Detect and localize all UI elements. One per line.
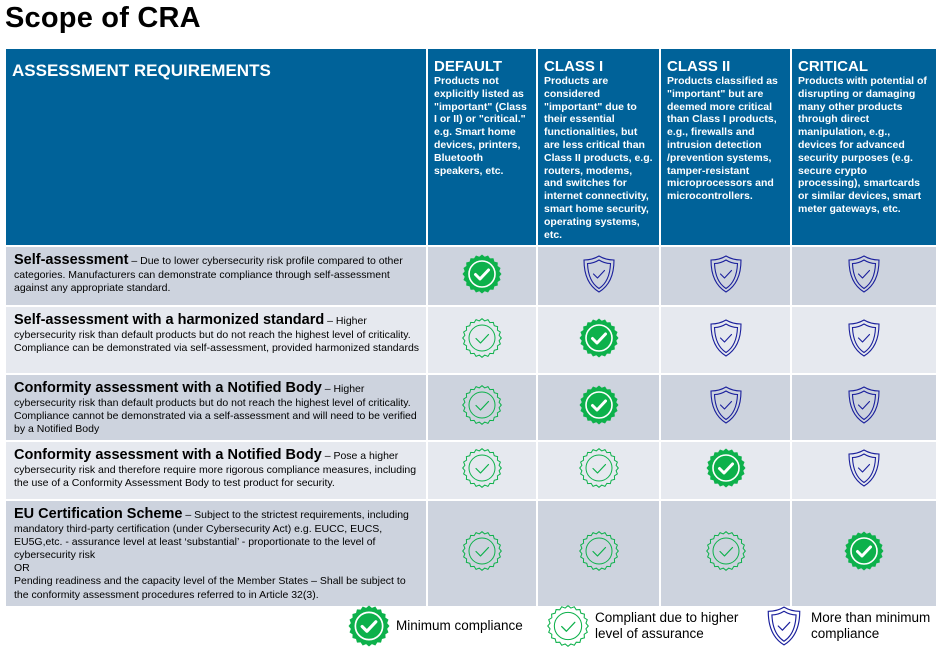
requirement-title: Self-assessment <box>14 252 129 269</box>
compliance-cell <box>426 305 538 376</box>
compliance-cell <box>536 245 661 308</box>
compliance-cell <box>659 499 792 609</box>
header-class-ii: CLASS II Products classified as "importan… <box>659 46 792 248</box>
outline-badge-check-icon <box>705 531 746 572</box>
page-title: Scope of CRA <box>5 2 201 34</box>
compliance-cell <box>790 499 938 609</box>
requirement-desc: – Due to lower cybersecurity risk profil… <box>14 255 403 294</box>
outline-badge-check-icon <box>578 531 619 572</box>
filled-badge-check-icon <box>706 448 745 488</box>
requirement-or: OR <box>14 562 30 575</box>
legend-higher: Compliant due to higher level of assuran… <box>547 605 747 647</box>
requirement-title: EU Certification Scheme <box>14 506 183 523</box>
compliance-cell <box>426 440 538 502</box>
filled-badge-check-icon <box>579 318 618 358</box>
compliance-cell <box>790 305 938 376</box>
shield-check-icon <box>848 255 880 293</box>
requirement-desc: – Subject to the strictest requirements,… <box>14 509 409 561</box>
requirement-cell: Self-assessment – Due to lower cybersecu… <box>4 245 428 308</box>
filled-badge-check-icon <box>462 254 502 294</box>
shield-check-icon <box>582 255 615 293</box>
outline-badge-check-icon <box>462 448 502 489</box>
table-row: Self-assessment – Due to lower cybersecu… <box>4 245 938 308</box>
compliance-cell <box>659 245 792 308</box>
compliance-cell <box>536 499 661 609</box>
outline-badge-check-icon <box>547 605 589 647</box>
shield-check-icon <box>709 319 742 357</box>
compliance-cell <box>659 440 792 502</box>
filled-badge-check-icon <box>579 385 618 425</box>
requirement-desc: – Higher cybersecurity risk than default… <box>14 383 417 435</box>
compliance-cell <box>426 245 538 308</box>
shield-check-icon <box>848 319 880 357</box>
header-critical: CRITICAL Products with potential of disru… <box>790 46 938 248</box>
shield-check-icon <box>709 255 742 293</box>
filled-badge-check-icon <box>348 605 390 647</box>
requirement-cell: EU Certification Scheme – Subject to the… <box>4 499 428 609</box>
compliance-cell <box>426 499 538 609</box>
cra-scope-table: ASSESSMENT REQUIREMENTS DEFAULT Products … <box>4 46 938 609</box>
table-row: Conformity assessment with a Notified Bo… <box>4 440 938 502</box>
compliance-cell <box>659 373 792 443</box>
table-row: EU Certification Scheme – Subject to the… <box>4 499 938 609</box>
compliance-cell <box>536 440 661 502</box>
filled-badge-check-icon <box>844 531 884 571</box>
compliance-cell <box>790 245 938 308</box>
requirement-title: Self-assessment with a harmonized standa… <box>14 312 325 329</box>
shield-check-icon <box>767 606 801 646</box>
shield-check-icon <box>848 386 880 425</box>
requirement-title: Conformity assessment with a Notified Bo… <box>14 447 322 464</box>
requirement-title: Conformity assessment with a Notified Bo… <box>14 380 322 397</box>
requirement-cell: Conformity assessment with a Notified Bo… <box>4 440 428 502</box>
compliance-cell <box>536 305 661 376</box>
outline-badge-check-icon <box>462 317 502 358</box>
requirement-desc: – Higher cybersecurity risk than default… <box>14 315 420 354</box>
outline-badge-check-icon <box>578 448 619 489</box>
outline-badge-check-icon <box>462 385 502 426</box>
compliance-cell <box>536 373 661 443</box>
compliance-cell <box>426 373 538 443</box>
header-class-i: CLASS I Products are considered "importan… <box>536 46 661 248</box>
requirement-cell: Conformity assessment with a Notified Bo… <box>4 373 428 443</box>
compliance-cell <box>790 440 938 502</box>
table-row: Conformity assessment with a Notified Bo… <box>4 373 938 443</box>
compliance-cell <box>659 305 792 376</box>
legend-minimum: Minimum compliance <box>348 605 523 647</box>
requirement-desc: – Pose a higher cybersecurity risk and t… <box>14 450 417 489</box>
shield-check-icon <box>709 386 742 425</box>
requirement-desc-extra: Pending readiness and the capacity level… <box>14 575 406 601</box>
compliance-cell <box>790 373 938 443</box>
header-requirements: ASSESSMENT REQUIREMENTS <box>4 46 428 248</box>
requirement-cell: Self-assessment with a harmonized standa… <box>4 305 428 376</box>
outline-badge-check-icon <box>462 531 502 572</box>
legend-more: More than minimum compliance <box>763 605 938 647</box>
shield-check-icon <box>848 449 880 488</box>
table-row: Self-assessment with a harmonized standa… <box>4 305 938 376</box>
header-default: DEFAULT Products not explicitly listed as… <box>426 46 538 248</box>
